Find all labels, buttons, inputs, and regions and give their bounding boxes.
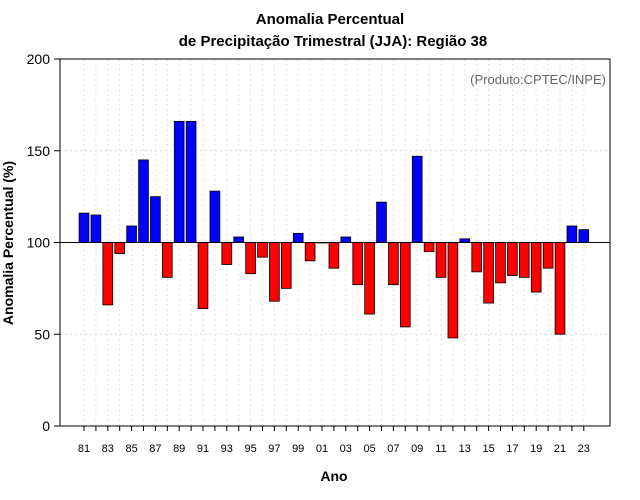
bar-14	[471, 242, 482, 273]
bar-05	[364, 242, 375, 315]
bar-04	[352, 242, 363, 286]
x-tick-label: 97	[268, 443, 280, 455]
bar-17	[507, 242, 518, 276]
x-tick-label: 85	[125, 443, 137, 455]
bar-91	[197, 242, 209, 309]
x-tick-label: 09	[411, 443, 423, 455]
bar-97	[269, 242, 280, 302]
x-tick-label: 11	[435, 443, 446, 455]
bar-87	[150, 196, 161, 243]
grid-lines	[60, 58, 610, 427]
bar-92	[209, 190, 221, 243]
bar-88	[161, 242, 173, 278]
credit-text: (Produto:CPTEC/INPE)	[470, 72, 606, 87]
bar-03	[340, 236, 352, 243]
bar-12	[447, 242, 459, 339]
y-axis-label: Anomalia Percentual (%)	[0, 161, 16, 325]
x-axis-label: Ano	[320, 468, 347, 484]
bar-02	[328, 242, 340, 269]
bar-18	[519, 242, 530, 278]
bar-81	[78, 212, 90, 243]
bar-13	[459, 238, 471, 243]
x-tick-label: 91	[197, 443, 209, 455]
bar-22	[566, 225, 578, 243]
x-tick-label: 23	[578, 443, 590, 455]
bar-84	[114, 242, 126, 254]
bar-23	[578, 229, 590, 243]
x-tick-label: 95	[244, 443, 256, 455]
bar-90	[185, 120, 197, 243]
y-tick-label: 0	[42, 418, 50, 434]
x-tick-label: 17	[506, 443, 518, 455]
bar-series	[78, 120, 590, 339]
bar-85	[126, 225, 137, 243]
x-tick-label: 83	[102, 443, 114, 455]
x-axis: 81 83 85 87 89 91 93 95 97 99 01 03 05 07 09 11 13 15 17 19…	[78, 426, 590, 455]
x-tick-label: 93	[221, 443, 233, 455]
bar-83	[102, 242, 114, 306]
x-tick-label: 89	[173, 443, 185, 455]
y-axis: 0 50 100 150 200	[27, 51, 60, 434]
x-tick-label: 19	[530, 443, 542, 455]
x-tick-label: 07	[387, 443, 399, 455]
bar-08	[399, 242, 411, 328]
x-tick-label: 15	[482, 443, 494, 455]
bar-96	[257, 242, 268, 258]
bar-15	[483, 242, 494, 304]
x-tick-label: 81	[78, 443, 90, 455]
bar-89	[173, 120, 185, 243]
bar-07	[388, 242, 399, 286]
y-tick-label: 200	[27, 51, 51, 67]
chart-title-line1: Anomalia Percentual	[256, 11, 404, 28]
y-tick-label: 150	[27, 143, 51, 159]
x-tick-label: 05	[363, 443, 375, 455]
x-tick-label: 87	[149, 443, 161, 455]
bar-00	[304, 242, 316, 262]
x-tick-label: 01	[316, 443, 328, 455]
bar-06	[376, 201, 387, 243]
y-tick-label: 100	[27, 235, 51, 251]
bar-20	[542, 242, 554, 269]
bar-16	[495, 242, 506, 284]
bar-86	[138, 159, 149, 243]
x-tick-label: 21	[554, 443, 566, 455]
bar-21	[554, 242, 566, 335]
bar-11	[435, 242, 447, 278]
x-tick-label: 13	[459, 443, 471, 455]
chart-title-line2: de Precipitação Trimestral (JJA): Região…	[179, 33, 487, 50]
bar-10	[423, 242, 435, 253]
bar-09	[411, 155, 423, 243]
bar-94	[233, 236, 245, 243]
bar-98	[280, 242, 292, 289]
bar-95	[245, 242, 256, 275]
bar-82	[90, 214, 102, 243]
y-tick-label: 50	[34, 326, 50, 342]
bar-99	[292, 232, 304, 243]
x-tick-label: 99	[292, 443, 304, 455]
bar-93	[221, 242, 233, 265]
x-tick-label: 03	[340, 443, 352, 455]
bar-19	[530, 242, 542, 293]
